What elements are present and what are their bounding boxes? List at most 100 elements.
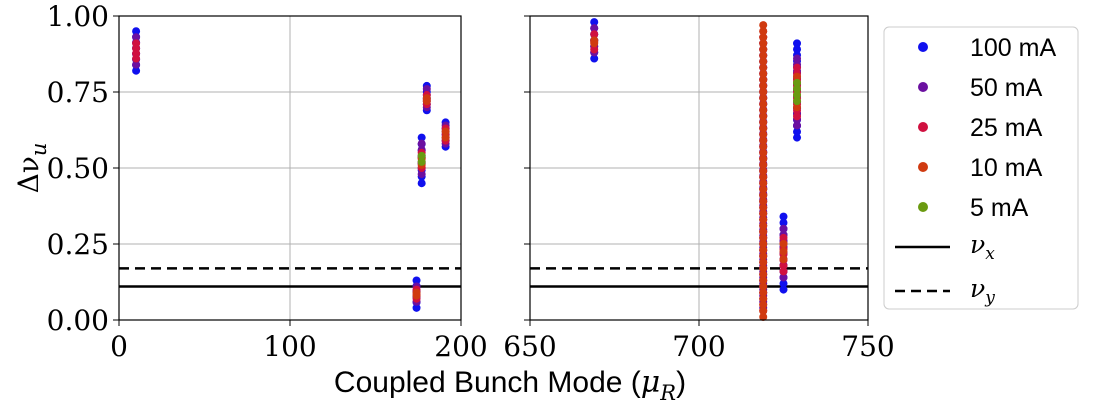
- data-point: [759, 100, 768, 109]
- legend-box: [883, 26, 1079, 310]
- right-panel-reference-lines: [530, 267, 868, 288]
- data-point: [793, 72, 802, 81]
- data-point: [417, 151, 426, 160]
- y-axis-label: Δνu: [12, 143, 51, 194]
- legend-marker: [918, 162, 928, 172]
- data-point: [759, 45, 768, 54]
- x-axis-label-math: μ: [641, 365, 661, 400]
- data-point: [759, 276, 768, 285]
- legend-marker: [918, 122, 928, 132]
- data-point: [759, 294, 768, 303]
- data-point: [793, 45, 802, 54]
- data-point: [759, 27, 768, 36]
- data-point: [412, 276, 421, 285]
- data-point: [412, 288, 421, 297]
- data-point: [759, 179, 768, 188]
- data-point: [759, 130, 768, 139]
- data-point: [590, 18, 599, 27]
- x-axis-label: Coupled Bunch Mode (μR): [334, 365, 686, 400]
- y-tick-label: 1.00: [47, 0, 109, 33]
- y-axis-label-main: Δν: [12, 156, 45, 193]
- data-point: [132, 66, 141, 75]
- data-point: [793, 127, 802, 136]
- data-point: [759, 233, 768, 242]
- legend: 100 mA 50 mA 25 mA 10 mA 5 mA νx νy: [883, 26, 1079, 310]
- x-axis-label-close: ): [676, 366, 686, 399]
- legend-marker: [918, 82, 928, 92]
- data-point: [759, 154, 768, 163]
- y-tick-label: 0.25: [47, 228, 109, 261]
- legend-line-label: νy: [970, 274, 995, 308]
- data-point: [759, 203, 768, 212]
- data-point: [759, 88, 768, 96]
- data-point: [759, 69, 768, 78]
- data-point: [759, 215, 768, 224]
- data-point: [779, 224, 788, 233]
- data-point: [759, 270, 768, 279]
- left-panel-grid: [118, 15, 462, 321]
- legend-items: 100 mA 50 mA 25 mA 10 mA 5 mA νx νy: [895, 34, 1056, 308]
- data-point: [793, 97, 802, 106]
- data-point: [759, 112, 768, 121]
- data-point: [441, 127, 450, 136]
- left-panel: 0.00 0.25 0.50 0.75 1.00 0 100 200: [47, 0, 488, 363]
- legend-label: 10 mA: [970, 154, 1043, 182]
- data-point: [759, 136, 768, 145]
- data-point: [759, 81, 768, 90]
- data-point: [590, 36, 599, 45]
- data-point: [793, 112, 802, 121]
- data-point: [759, 240, 768, 248]
- data-point: [759, 258, 768, 267]
- legend-label: 100 mA: [970, 34, 1056, 62]
- left-panel-reference-lines: [119, 267, 461, 288]
- legend-line-label: νx: [970, 230, 995, 264]
- data-point: [417, 139, 426, 148]
- data-point: [590, 24, 599, 33]
- data-point: [759, 264, 768, 273]
- data-point: [132, 27, 141, 36]
- data-point: [793, 121, 802, 130]
- right-panel-points: [590, 18, 802, 321]
- legend-marker: [918, 42, 928, 52]
- left-panel-points: [132, 27, 450, 312]
- data-point: [759, 306, 768, 315]
- y-tick-label: 0.00: [47, 304, 109, 337]
- data-point: [759, 246, 768, 255]
- data-point: [759, 312, 768, 321]
- right-panel: 650 700 750: [503, 15, 895, 363]
- data-point: [417, 170, 426, 179]
- x-tick-label: 0: [110, 330, 128, 363]
- data-point: [779, 247, 788, 256]
- data-point: [759, 185, 768, 194]
- data-point: [590, 30, 599, 39]
- data-point: [779, 285, 788, 294]
- data-point: [793, 133, 802, 142]
- y-tick-label: 0.75: [47, 76, 109, 109]
- data-point: [793, 63, 802, 72]
- legend-label: 50 mA: [970, 74, 1043, 102]
- data-point: [759, 300, 768, 309]
- x-tick-label: 200: [434, 330, 487, 363]
- data-point: [759, 142, 768, 151]
- data-point: [759, 197, 768, 206]
- data-point: [759, 51, 768, 60]
- data-point: [759, 39, 768, 48]
- data-point: [779, 218, 788, 227]
- data-point: [759, 148, 768, 157]
- data-point: [759, 124, 768, 133]
- right-panel-ticks: 650 700 750: [503, 15, 895, 363]
- data-point: [793, 84, 802, 93]
- data-point: [590, 54, 599, 63]
- data-point: [759, 21, 768, 30]
- data-point: [132, 39, 141, 48]
- data-point: [759, 209, 768, 218]
- data-point: [759, 57, 768, 66]
- data-point: [759, 63, 768, 72]
- data-point: [779, 255, 788, 264]
- data-point: [759, 167, 768, 176]
- data-point: [779, 279, 788, 288]
- legend-marker: [918, 202, 928, 212]
- data-point: [759, 288, 768, 297]
- x-axis-label-main: Coupled Bunch Mode (: [334, 366, 641, 399]
